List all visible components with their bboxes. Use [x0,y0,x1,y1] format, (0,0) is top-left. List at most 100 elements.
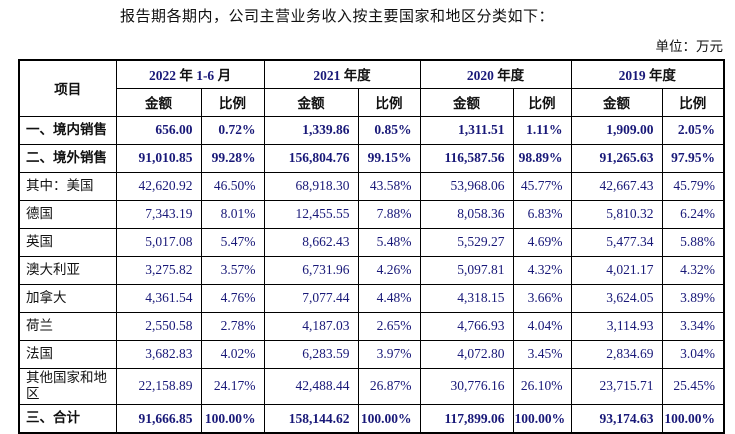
table-row: 法国 3,682.83 4.02% 6,283.59 3.97% 4,072.8… [18,339,725,369]
amount-cell-2019: 3,114.93 [570,311,663,341]
amount-cell-2021: 6,731.96 [263,255,359,285]
ratio-cell-2021: 3.97% [357,339,421,369]
table-header: 项目 2022 年 1-6 月 2021 年度 2020 年度 2019 年度 … [18,59,725,117]
amount-cell-2020: 53,968.06 [419,171,514,201]
page-title: 报告期各期内，公司主营业务收入按主要国家和地区分类如下： [120,9,555,25]
amount-cell-2020: 5,097.81 [419,255,514,285]
ratio-cell-2022h1: 46.50% [200,171,265,201]
table-row: 二、境外销售 91,010.85 99.28% 156,804.76 99.15… [18,143,725,173]
row-label: 法国 [18,339,117,369]
header-period-2022h1: 2022 年 1-6 月 [115,59,265,89]
amount-cell-2019: 5,810.32 [570,199,663,229]
ratio-cell-2020: 1.11% [512,115,572,145]
ratio-cell-2022h1: 3.57% [200,255,265,285]
ratio-cell-2019: 3.04% [661,339,725,369]
ratio-cell-2020: 4.69% [512,227,572,257]
ratio-cell-2022h1: 5.47% [200,227,265,257]
ratio-cell-2022h1: 24.17% [200,367,265,406]
amount-cell-2022h1: 22,158.89 [115,367,202,406]
ratio-cell-2021: 5.48% [357,227,421,257]
ratio-cell-2020: 98.89% [512,143,572,173]
amount-cell-2022h1: 3,275.82 [115,255,202,285]
ratio-cell-2021: 99.15% [357,143,421,173]
amount-cell-2019: 42,667.43 [570,171,663,201]
ratio-cell-2022h1: 100.00% [200,404,265,434]
table-body: 一、境内销售 656.00 0.72% 1,339.86 0.85% 1,311… [18,115,725,434]
row-label: 二、境外销售 [18,143,117,173]
ratio-cell-2021: 100.00% [357,404,421,434]
amount-cell-2019: 23,715.71 [570,367,663,406]
ratio-cell-2022h1: 0.72% [200,115,265,145]
ratio-cell-2020: 3.66% [512,283,572,313]
row-label: 一、境内销售 [18,115,117,145]
table-row: 三、合计 91,666.85 100.00% 158,144.62 100.00… [18,404,725,434]
ratio-cell-2022h1: 99.28% [200,143,265,173]
amount-cell-2021: 7,077.44 [263,283,359,313]
header-period-2021: 2021 年度 [263,59,421,89]
row-label: 加拿大 [18,283,117,313]
amount-cell-2020: 30,776.16 [419,367,514,406]
row-label: 荷兰 [18,311,117,341]
header-period-2020: 2020 年度 [419,59,572,89]
header-amount: 金额 [115,87,202,117]
ratio-cell-2019: 4.32% [661,255,725,285]
ratio-cell-2021: 7.88% [357,199,421,229]
amount-cell-2020: 4,072.80 [419,339,514,369]
amount-cell-2021: 68,918.30 [263,171,359,201]
row-label: 澳大利亚 [18,255,117,285]
amount-cell-2022h1: 91,666.85 [115,404,202,434]
table-row: 德国 7,343.19 8.01% 12,455.55 7.88% 8,058.… [18,199,725,229]
amount-cell-2021: 8,662.43 [263,227,359,257]
table-row: 一、境内销售 656.00 0.72% 1,339.86 0.85% 1,311… [18,115,725,145]
ratio-cell-2020: 4.32% [512,255,572,285]
ratio-cell-2019: 97.95% [661,143,725,173]
ratio-cell-2019: 6.24% [661,199,725,229]
ratio-cell-2020: 26.10% [512,367,572,406]
ratio-cell-2019: 3.89% [661,283,725,313]
amount-cell-2019: 93,174.63 [570,404,663,434]
amount-cell-2020: 4,766.93 [419,311,514,341]
amount-cell-2022h1: 4,361.54 [115,283,202,313]
row-label: 英国 [18,227,117,257]
row-label: 德国 [18,199,117,229]
amount-cell-2021: 12,455.55 [263,199,359,229]
amount-cell-2022h1: 3,682.83 [115,339,202,369]
ratio-cell-2019: 100.00% [661,404,725,434]
ratio-cell-2022h1: 4.02% [200,339,265,369]
ratio-cell-2021: 4.48% [357,283,421,313]
ratio-cell-2019: 3.34% [661,311,725,341]
amount-cell-2021: 4,187.03 [263,311,359,341]
ratio-cell-2019: 5.88% [661,227,725,257]
amount-cell-2022h1: 42,620.92 [115,171,202,201]
amount-cell-2022h1: 656.00 [115,115,202,145]
amount-cell-2021: 158,144.62 [263,404,359,434]
amount-cell-2020: 116,587.56 [419,143,514,173]
amount-cell-2022h1: 5,017.08 [115,227,202,257]
ratio-cell-2021: 26.87% [357,367,421,406]
row-label: 其他国家和地区 [18,367,117,406]
ratio-cell-2019: 2.05% [661,115,725,145]
ratio-cell-2022h1: 8.01% [200,199,265,229]
amount-cell-2020: 4,318.15 [419,283,514,313]
ratio-cell-2019: 25.45% [661,367,725,406]
header-amount: 金额 [570,87,663,117]
table-row: 其他国家和地区 22,158.89 24.17% 42,488.44 26.87… [18,367,725,406]
amount-cell-2019: 3,624.05 [570,283,663,313]
table-row: 其中：美国 42,620.92 46.50% 68,918.30 43.58% … [18,171,725,201]
amount-cell-2019: 5,477.34 [570,227,663,257]
table-row: 英国 5,017.08 5.47% 8,662.43 5.48% 5,529.2… [18,227,725,257]
header-amount: 金额 [419,87,514,117]
revenue-by-region-table: 项目 2022 年 1-6 月 2021 年度 2020 年度 2019 年度 … [18,59,725,434]
ratio-cell-2020: 6.83% [512,199,572,229]
ratio-cell-2021: 0.85% [357,115,421,145]
amount-cell-2021: 156,804.76 [263,143,359,173]
amount-cell-2020: 5,529.27 [419,227,514,257]
amount-cell-2019: 1,909.00 [570,115,663,145]
ratio-cell-2020: 100.00% [512,404,572,434]
ratio-cell-2021: 4.26% [357,255,421,285]
ratio-cell-2022h1: 2.78% [200,311,265,341]
amount-cell-2021: 42,488.44 [263,367,359,406]
amount-cell-2020: 117,899.06 [419,404,514,434]
ratio-cell-2021: 43.58% [357,171,421,201]
amount-cell-2020: 1,311.51 [419,115,514,145]
